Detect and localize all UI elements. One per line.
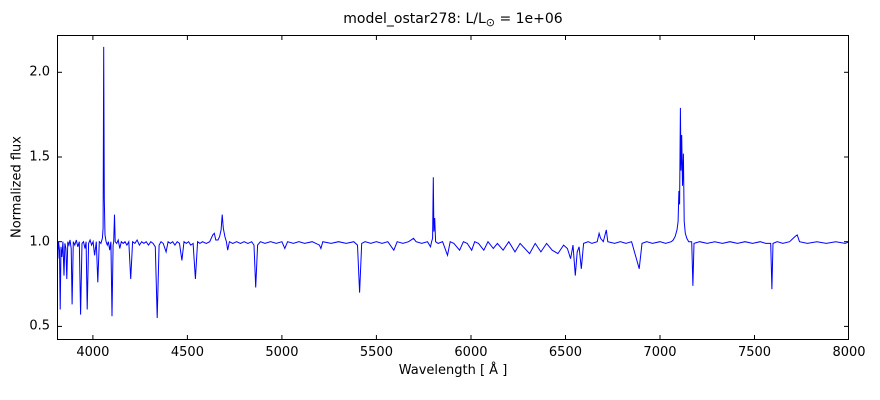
x-tick-label: 5500 [359, 345, 393, 360]
plot-area [57, 35, 849, 340]
y-tick-label: 0.5 [29, 318, 50, 334]
x-tick-label: 4000 [76, 345, 110, 360]
axes-frame [57, 35, 849, 340]
y-tick-label: 2.0 [29, 64, 50, 80]
y-tick-label: 1.5 [29, 149, 50, 165]
y-axis-label: Normalized flux [9, 136, 25, 238]
x-tick-label: 6500 [548, 345, 582, 360]
x-tick-label: 8000 [832, 345, 866, 360]
x-axis-label: Wavelength [ Å ] [398, 363, 508, 378]
chart-title-prefix: model_ostar278: L/L [343, 11, 486, 27]
x-tick-label: 5000 [265, 345, 299, 360]
x-tick-label: 7000 [643, 345, 677, 360]
x-tick-label: 4500 [170, 345, 204, 360]
y-tick-label: 1.0 [29, 234, 50, 250]
chart-title-suffix: = 1e+06 [495, 11, 563, 27]
x-tick-label: 6000 [454, 345, 488, 360]
chart-title: model_ostar278: L/L⊙ = 1e+06 [57, 11, 849, 29]
sun-symbol: ⊙ [485, 16, 495, 29]
spectrum-line [57, 46, 849, 319]
x-tick-label: 7500 [737, 345, 772, 360]
